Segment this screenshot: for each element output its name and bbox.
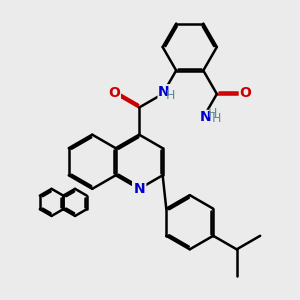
Text: N: N [134,182,145,196]
Text: N: N [158,85,170,99]
Text: O: O [239,85,251,100]
Text: H: H [208,107,218,120]
Text: H: H [212,112,221,125]
Text: H: H [166,89,176,102]
Text: O: O [108,85,120,100]
Text: N: N [200,110,211,124]
